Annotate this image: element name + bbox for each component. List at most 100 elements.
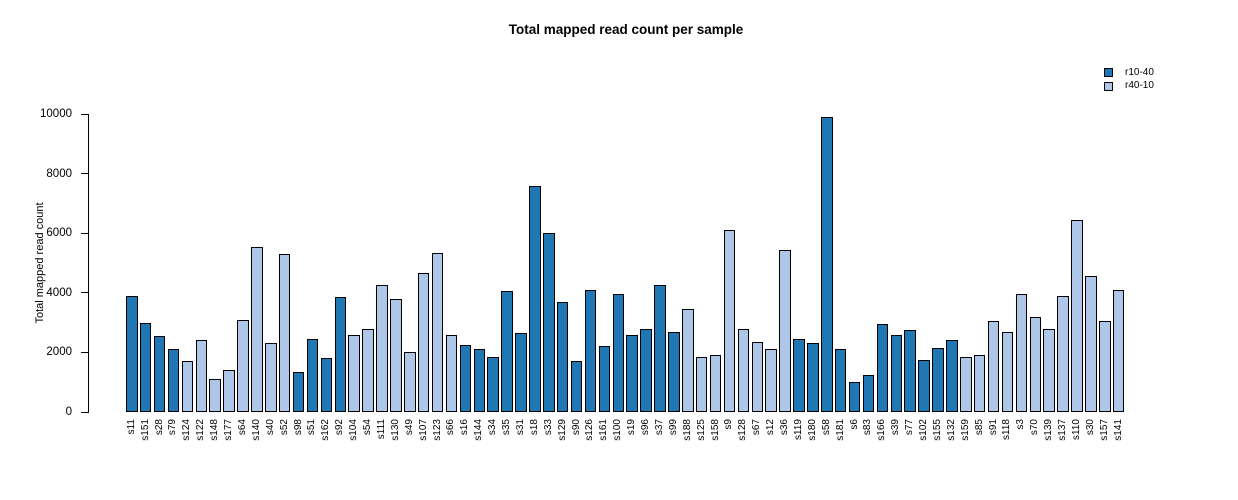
x-tick-label: s148 [209,419,221,441]
x-tick-label: s162 [320,419,332,441]
bar-s70 [1029,316,1041,412]
x-tick-label: s34 [487,419,499,436]
x-tick-label: s157 [1098,419,1110,441]
bar-s141 [1112,289,1125,412]
bar-s16 [459,344,472,412]
legend-label: r40-10 [1125,80,1154,92]
bar-s6 [848,382,861,412]
x-tick-label: s67 [751,419,763,436]
bar-s98 [292,371,305,412]
x-tick-label: s141 [1112,419,1124,441]
bar-s83 [862,374,875,412]
bar-s177 [223,370,235,412]
bar-s11 [126,295,138,412]
y-tick [81,113,88,115]
bar-s52 [278,254,291,412]
x-tick-label: s77 [904,419,916,436]
x-tick-label: s39 [890,419,902,436]
x-tick-label: s166 [876,419,888,441]
x-tick-label: s49 [403,419,415,436]
x-tick-label: s11 [125,419,137,435]
y-tick-label: 2000 [46,346,72,359]
bar-s157 [1099,321,1111,412]
bar-s49 [404,352,416,412]
bar-s137 [1057,295,1069,412]
bar-s110 [1071,219,1083,412]
x-tick-label: s100 [612,419,624,441]
x-tick-label: s180 [806,419,818,441]
bar-s155 [932,347,944,412]
bar-s77 [904,330,916,412]
bar-s66 [445,334,458,412]
x-tick-label: s123 [431,419,443,441]
bar-s3 [1015,294,1028,412]
bar-s102 [918,359,930,412]
x-tick-label: s130 [389,419,401,441]
y-tick [81,292,88,294]
bar-s123 [431,252,444,412]
bar-s180 [807,343,819,412]
x-tick-label: s52 [278,419,290,436]
y-tick [81,411,88,413]
y-tick-label: 0 [65,406,72,418]
x-tick-label: s64 [236,419,248,436]
x-tick-label: s9 [723,419,735,430]
x-tick-label: s19 [626,419,638,436]
bar-s188 [682,309,694,412]
bar-s162 [320,358,333,412]
chart-title: Total mapped read count per sample [508,22,744,37]
x-tick-label: s54 [362,419,374,436]
x-tick-label: s161 [598,419,610,441]
x-tick-label: s181 [834,419,846,441]
bar-s18 [529,185,541,412]
y-axis-line [88,114,89,413]
bar-s126 [584,289,597,412]
x-tick-label: s3 [1015,419,1027,430]
bar-s35 [501,291,513,412]
bar-s129 [556,301,569,412]
bar-s119 [793,339,805,412]
legend: r10-40 r40-10 [1104,66,1154,93]
x-tick-label: s129 [556,419,568,441]
bar-s144 [473,349,485,412]
x-tick-label: s158 [709,419,721,441]
x-tick-label: s51 [306,419,318,436]
x-tick-label: s111 [375,419,387,440]
x-tick-label: s122 [195,419,207,441]
bar-s111 [376,285,388,412]
x-tick-label: s79 [167,419,179,436]
bar-s40 [265,343,277,412]
bar-s37 [654,285,666,412]
bar-s132 [946,340,958,412]
bar-s58 [821,116,833,412]
bar-s181 [834,349,847,412]
y-tick-label: 6000 [46,227,72,240]
bar-s128 [737,328,750,412]
bar-s51 [306,339,319,412]
bar-s85 [973,355,986,412]
x-tick-label: s66 [445,419,457,436]
y-tick-label: 10000 [40,108,72,120]
bar-s64 [237,319,249,412]
x-tick-label: s107 [417,419,429,441]
x-tick-label: s124 [181,419,193,441]
bar-s31 [515,333,527,412]
bar-s107 [417,273,430,412]
x-tick-label: s140 [250,419,262,441]
y-tick [81,232,88,234]
bar-s91 [987,321,1000,412]
bar-s34 [487,356,499,412]
x-tick-label: s16 [459,419,471,436]
x-tick-label: s139 [1043,419,1055,441]
bar-s159 [960,356,972,412]
bar-s158 [709,355,722,412]
x-tick-label: s159 [959,419,971,441]
bar-s12 [765,349,777,412]
x-tick-label: s144 [473,419,485,441]
x-tick-label: s110 [1070,419,1082,440]
bar-s39 [890,334,902,412]
x-tick-label: s128 [737,419,749,441]
legend-swatch-r40-10 [1104,81,1113,91]
x-tick-label: s177 [223,419,235,441]
x-tick-label: s58 [820,419,832,436]
